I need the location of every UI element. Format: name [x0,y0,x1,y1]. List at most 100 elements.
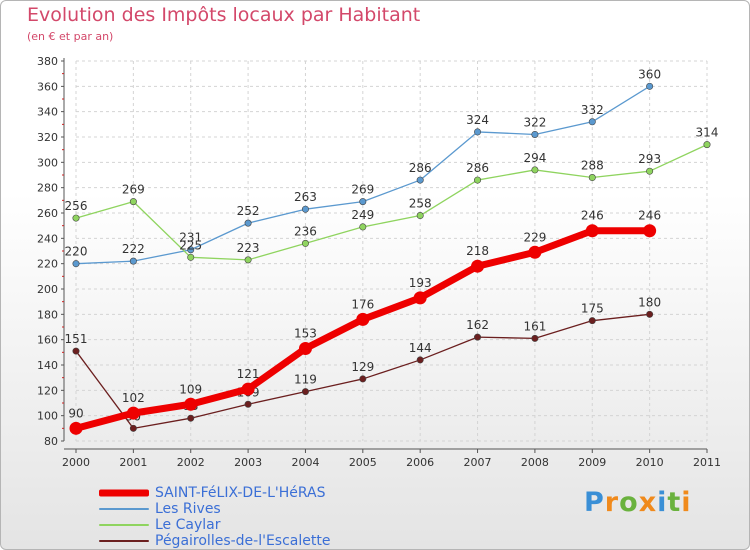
y-tick-label: 240 [37,232,58,245]
x-tick-label: 2004 [291,456,319,469]
data-label: 258 [409,197,432,211]
data-label: 324 [466,113,489,127]
x-tick-label: 2011 [693,456,721,469]
y-tick-label: 260 [37,207,58,220]
legend-label: Les Rives [155,501,221,517]
data-label: 231 [179,231,202,245]
data-point [531,166,539,174]
data-point [416,176,424,184]
data-label: 269 [351,183,374,197]
data-point [241,382,255,396]
legend-label: SAINT-FéLIX-DE-L'HéRAS [155,485,326,501]
legend-swatch [99,540,149,542]
legend-label: Pégairolles-de-l'Escalette [155,533,331,549]
data-label: 269 [122,183,145,197]
proxiti-logo: Proxiti [584,487,692,518]
data-label: 193 [409,276,432,290]
data-point [359,223,367,231]
data-label: 294 [523,151,546,165]
data-point [187,246,195,254]
y-tick-label: 360 [37,80,58,93]
data-label: 180 [638,295,661,309]
data-point [129,198,137,206]
y-tick-label: 160 [37,334,58,347]
logo-letter: r [604,487,620,518]
data-point [531,334,539,342]
data-point [588,118,596,126]
data-label: 314 [696,126,719,140]
data-label: 246 [581,209,604,223]
logo-letter: x [638,487,658,518]
y-tick-label: 300 [37,156,58,169]
line-chart: 80 100 120 140 160 180 200 220 240 260 280 300 320 34… [37,55,721,469]
logo-letter: o [619,487,639,518]
y-tick-label: 180 [37,308,58,321]
data-label: 286 [466,161,489,175]
data-point [416,356,424,364]
data-point [187,253,195,261]
data-label: 176 [351,297,374,311]
data-label: 220 [65,245,88,259]
x-tick-label: 2002 [177,456,205,469]
data-label: 293 [638,152,661,166]
data-label: 229 [523,230,546,244]
x-tick-label: 2009 [578,456,606,469]
data-label: 119 [294,373,317,387]
legend-item: Le Caylar [99,517,359,533]
data-label: 252 [237,204,260,218]
data-point [72,214,80,222]
y-tick-label: 320 [37,131,58,144]
chart-subtitle: (en € et par an) [27,30,114,43]
data-point [359,198,367,206]
y-tick-label: 140 [37,359,58,372]
data-label: 236 [294,224,317,238]
y-tick-label: 200 [37,283,58,296]
logo-letter: t [667,487,682,518]
data-label: 288 [581,159,604,173]
x-tick-label: 2006 [406,456,434,469]
x-tick-label: 2003 [234,456,262,469]
data-point [72,347,80,355]
data-point [528,245,542,259]
data-point [301,239,309,247]
data-point [244,256,252,264]
chart-legend: SAINT-FéLIX-DE-L'HéRAS Les Rives Le Caylar… [99,485,359,549]
y-tick-label: 380 [37,55,58,68]
y-tick-label: 120 [37,384,58,397]
data-point [301,205,309,213]
data-label: 109 [179,382,202,396]
data-point [356,312,370,326]
y-tick-label: 80 [44,435,58,448]
data-point [244,219,252,227]
logo-letter: i [657,487,668,518]
data-point [359,375,367,383]
data-point [646,310,654,318]
data-point [471,259,485,273]
data-point [129,424,137,432]
data-label: 263 [294,190,317,204]
data-label: 360 [638,67,661,81]
data-label: 246 [638,209,661,223]
logo-letter: P [584,487,605,518]
x-tick-label: 2008 [521,456,549,469]
legend-swatch [99,524,149,526]
y-tick-label: 100 [37,410,58,423]
data-label: 286 [409,161,432,175]
data-point [129,257,137,265]
data-point [244,400,252,408]
x-tick-label: 2000 [62,456,90,469]
data-label: 223 [237,241,260,255]
data-point [126,406,140,420]
data-label: 322 [523,115,546,129]
data-label: 102 [122,391,145,405]
data-label: 225 [179,238,202,252]
data-point [416,212,424,220]
data-point [474,333,482,341]
data-label: 90 [68,406,83,420]
data-point [301,388,309,396]
x-tick-label: 2001 [119,456,147,469]
data-label: 162 [466,318,489,332]
data-point [413,291,427,305]
data-label: 249 [351,208,374,222]
